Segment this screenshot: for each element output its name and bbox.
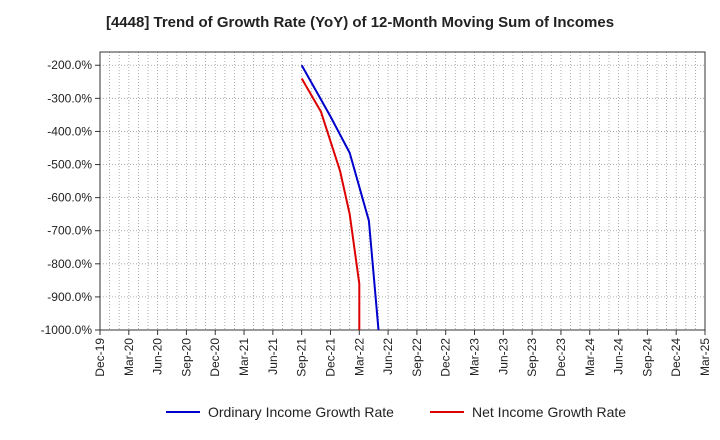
x-tick-label: Mar-24 — [583, 338, 597, 376]
y-tick-label: -900.0% — [47, 290, 92, 304]
x-tick-label: Jun-24 — [612, 338, 626, 375]
legend-label-ordinary: Ordinary Income Growth Rate — [208, 404, 394, 420]
legend-label-net: Net Income Growth Rate — [472, 404, 627, 420]
x-tick-label: Sep-23 — [525, 338, 539, 377]
x-tick-label: Dec-24 — [669, 338, 683, 377]
y-tick-label: -500.0% — [47, 158, 92, 172]
x-tick-label: Mar-20 — [122, 338, 136, 376]
plot-frame — [99, 51, 706, 331]
x-tick-label: Jun-22 — [381, 338, 395, 375]
x-tick-label: Mar-22 — [352, 338, 366, 376]
x-tick-label: Sep-21 — [295, 338, 309, 377]
x-tick-label: Dec-23 — [554, 338, 568, 377]
legend-swatch-net — [430, 411, 464, 413]
y-tick-label: -400.0% — [47, 124, 92, 138]
y-tick-label: -800.0% — [47, 257, 92, 271]
legend-swatch-ordinary — [166, 411, 200, 413]
series-lines — [300, 64, 380, 331]
x-tick-label: Dec-19 — [93, 338, 107, 377]
x-tick-label: Mar-25 — [698, 338, 712, 376]
y-tick-label: -600.0% — [47, 191, 92, 205]
chart-title: [4448] Trend of Growth Rate (YoY) of 12-… — [105, 14, 615, 31]
y-tick-label: -300.0% — [47, 91, 92, 105]
x-tick-label: Sep-20 — [179, 338, 193, 377]
legend-item-net: Net Income Growth Rate — [430, 404, 626, 420]
x-tick-label: Sep-22 — [410, 338, 424, 377]
series-line-ordinary-income — [300, 64, 380, 331]
x-tick-label: Jun-21 — [266, 338, 280, 375]
x-tick-label: Dec-21 — [323, 338, 337, 377]
axes — [95, 51, 706, 335]
x-tick-label: Jun-23 — [496, 338, 510, 375]
y-tick-label: -200.0% — [47, 58, 92, 72]
y-tick-label: -1000.0% — [41, 323, 93, 337]
x-tick-label: Dec-22 — [439, 338, 453, 377]
y-tick-label: -700.0% — [47, 224, 92, 238]
x-tick-label: Dec-20 — [208, 338, 222, 377]
series-line-net-income — [300, 77, 361, 330]
y-tick-labels: -200.0% -300.0% -400.0% -500.0% -600.0% -700.… — [41, 58, 93, 337]
legend-item-ordinary: Ordinary Income Growth Rate — [166, 404, 394, 420]
x-tick-label: Jun-20 — [151, 338, 165, 375]
x-tick-label: Mar-23 — [468, 338, 482, 376]
x-tick-labels: Dec-19 Mar-20 Jun-20 Sep-20 Dec-20 Mar-21 Jun-… — [93, 338, 712, 377]
grid — [100, 52, 705, 330]
x-tick-label: Mar-21 — [237, 338, 251, 376]
x-tick-label: Sep-24 — [640, 338, 654, 377]
